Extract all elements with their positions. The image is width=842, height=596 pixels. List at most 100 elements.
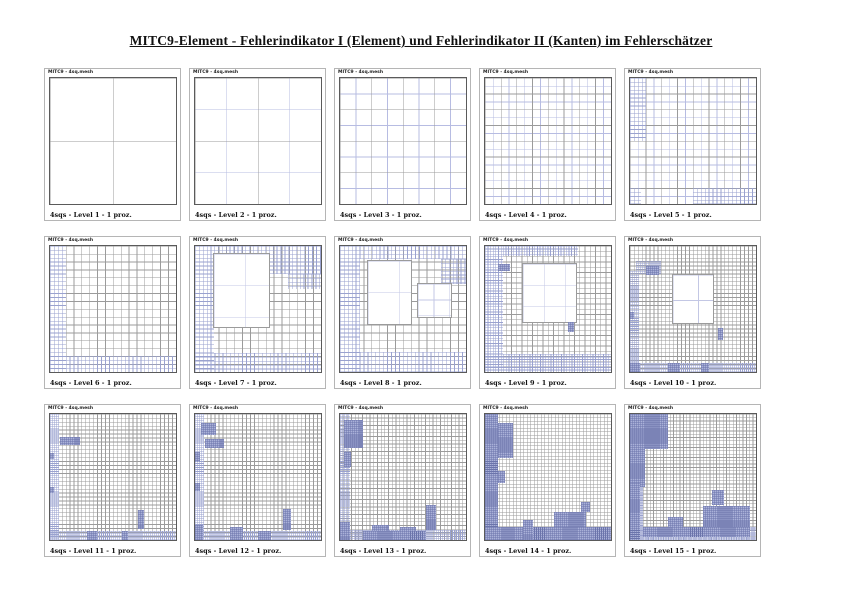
fine-cluster [630, 311, 634, 320]
refined-region [630, 78, 646, 141]
fine-cluster [485, 527, 611, 540]
fine-cluster [201, 422, 217, 436]
refined-region [630, 188, 642, 204]
mesh-panel-3: MITC9 - 4sq.mesh 4sqs - Level 3 - 1 proz. [334, 68, 471, 221]
refined-region [50, 414, 59, 540]
panel-caption: 4sqs - Level 1 - 1 proz. [50, 211, 132, 219]
fine-cluster [343, 451, 352, 467]
fine-cluster [703, 505, 750, 532]
refined-region [502, 246, 579, 257]
panel-caption: 4sqs - Level 15 - 1 proz. [630, 547, 717, 555]
refined-region [50, 356, 176, 372]
fine-cluster [230, 527, 243, 540]
fine-cluster [667, 363, 681, 372]
fine-cluster [718, 327, 723, 341]
fine-cluster [485, 414, 498, 540]
refined-region [630, 363, 756, 372]
panel-caption: 4sqs - Level 9 - 1 proz. [485, 379, 567, 387]
mesh-plot [49, 245, 177, 373]
panel-caption: 4sqs - Level 5 - 1 proz. [630, 211, 712, 219]
mesh-plot [484, 413, 612, 541]
coarse-block [417, 282, 452, 318]
mesh-panel-7: MITC9 - 4sq.mesh 4sqs - Level 7 - 1 proz. [189, 236, 326, 389]
coarse-block [671, 273, 715, 324]
mesh-plot [339, 245, 467, 373]
refined-region [630, 271, 639, 372]
panel-header: MITC9 - 4sq.mesh [483, 69, 529, 75]
fine-cluster [630, 363, 641, 372]
panel-caption: 4sqs - Level 6 - 1 proz. [50, 379, 132, 387]
fine-cluster [497, 470, 506, 484]
panel-header: MITC9 - 4sq.mesh [48, 237, 94, 243]
mesh-panel-1: MITC9 - 4sq.mesh 4sqs - Level 1 - 1 proz. [44, 68, 181, 221]
refined-region [213, 246, 261, 254]
refined-region [50, 531, 176, 540]
page-title-text: MITC9-Element - Fehlerindikator I (Eleme… [129, 33, 713, 48]
mesh-plot [194, 77, 322, 205]
panel-caption: 4sqs - Level 14 - 1 proz. [485, 547, 572, 555]
refined-region [440, 258, 466, 284]
fine-cluster [425, 504, 436, 530]
fine-cluster [700, 363, 710, 372]
mesh-plot [629, 77, 757, 205]
mesh-plot [194, 413, 322, 541]
mesh-plot [194, 245, 322, 373]
mesh-plot [484, 245, 612, 373]
panel-header: MITC9 - 4sq.mesh [193, 405, 239, 411]
panel-header: MITC9 - 4sq.mesh [338, 69, 384, 75]
panel-header: MITC9 - 4sq.mesh [628, 405, 674, 411]
panel-caption: 4sqs - Level 7 - 1 proz. [195, 379, 277, 387]
page-title: MITC9-Element - Fehlerindikator I (Eleme… [0, 33, 842, 49]
coarse-block [366, 260, 412, 326]
fine-cluster [642, 527, 750, 538]
fine-cluster [711, 489, 725, 505]
refined-region [340, 414, 351, 540]
fine-cluster [283, 508, 291, 530]
refined-region [195, 414, 204, 540]
mesh-panel-11: MITC9 - 4sq.mesh 4sqs - Level 11 - 1 proz… [44, 404, 181, 557]
panel-caption: 4sqs - Level 10 - 1 proz. [630, 379, 717, 387]
fine-cluster [258, 531, 271, 540]
mesh-plot [339, 77, 467, 205]
mesh-plot [49, 77, 177, 205]
refined-region [485, 246, 503, 372]
fine-cluster [50, 487, 55, 494]
refined-region [50, 246, 66, 372]
refined-region [340, 246, 361, 372]
refined-region [360, 246, 466, 259]
fine-cluster [568, 321, 575, 332]
mesh-plot [484, 77, 612, 205]
fine-cluster [50, 453, 55, 460]
mesh-panel-6: MITC9 - 4sq.mesh 4sqs - Level 6 - 1 proz. [44, 236, 181, 389]
fine-cluster [343, 420, 363, 449]
mesh-plot [339, 413, 467, 541]
fine-cluster [667, 517, 683, 528]
fine-cluster [340, 522, 351, 540]
panel-caption: 4sqs - Level 8 - 1 proz. [340, 379, 422, 387]
mesh-panel-14: MITC9 - 4sq.mesh 4sqs - Level 14 - 1 proz… [479, 404, 616, 557]
panel-header: MITC9 - 4sq.mesh [193, 69, 239, 75]
panel-header: MITC9 - 4sq.mesh [338, 237, 384, 243]
fine-cluster [86, 531, 97, 540]
mesh-panel-9: MITC9 - 4sq.mesh 4sqs - Level 9 - 1 proz. [479, 236, 616, 389]
fine-cluster [362, 531, 426, 540]
panel-header: MITC9 - 4sq.mesh [483, 405, 529, 411]
fine-cluster [646, 266, 659, 275]
fine-cluster [497, 422, 513, 459]
panel-header: MITC9 - 4sq.mesh [193, 237, 239, 243]
fine-cluster [497, 263, 511, 272]
panel-header: MITC9 - 4sq.mesh [338, 405, 384, 411]
mesh-panel-5: MITC9 - 4sq.mesh 4sqs - Level 5 - 1 proz. [624, 68, 761, 221]
fine-cluster [205, 439, 224, 448]
panel-header: MITC9 - 4sq.mesh [483, 237, 529, 243]
coarse-block [212, 252, 271, 328]
refined-region [693, 188, 756, 204]
mesh-plot [629, 413, 757, 541]
mesh-panel-4: MITC9 - 4sq.mesh 4sqs - Level 4 - 1 proz. [479, 68, 616, 221]
mesh-panel-8: MITC9 - 4sq.mesh 4sqs - Level 8 - 1 proz. [334, 236, 471, 389]
panel-caption: 4sqs - Level 2 - 1 proz. [195, 211, 277, 219]
fine-cluster [195, 483, 201, 491]
fine-cluster [138, 509, 145, 529]
refined-region [288, 273, 321, 289]
